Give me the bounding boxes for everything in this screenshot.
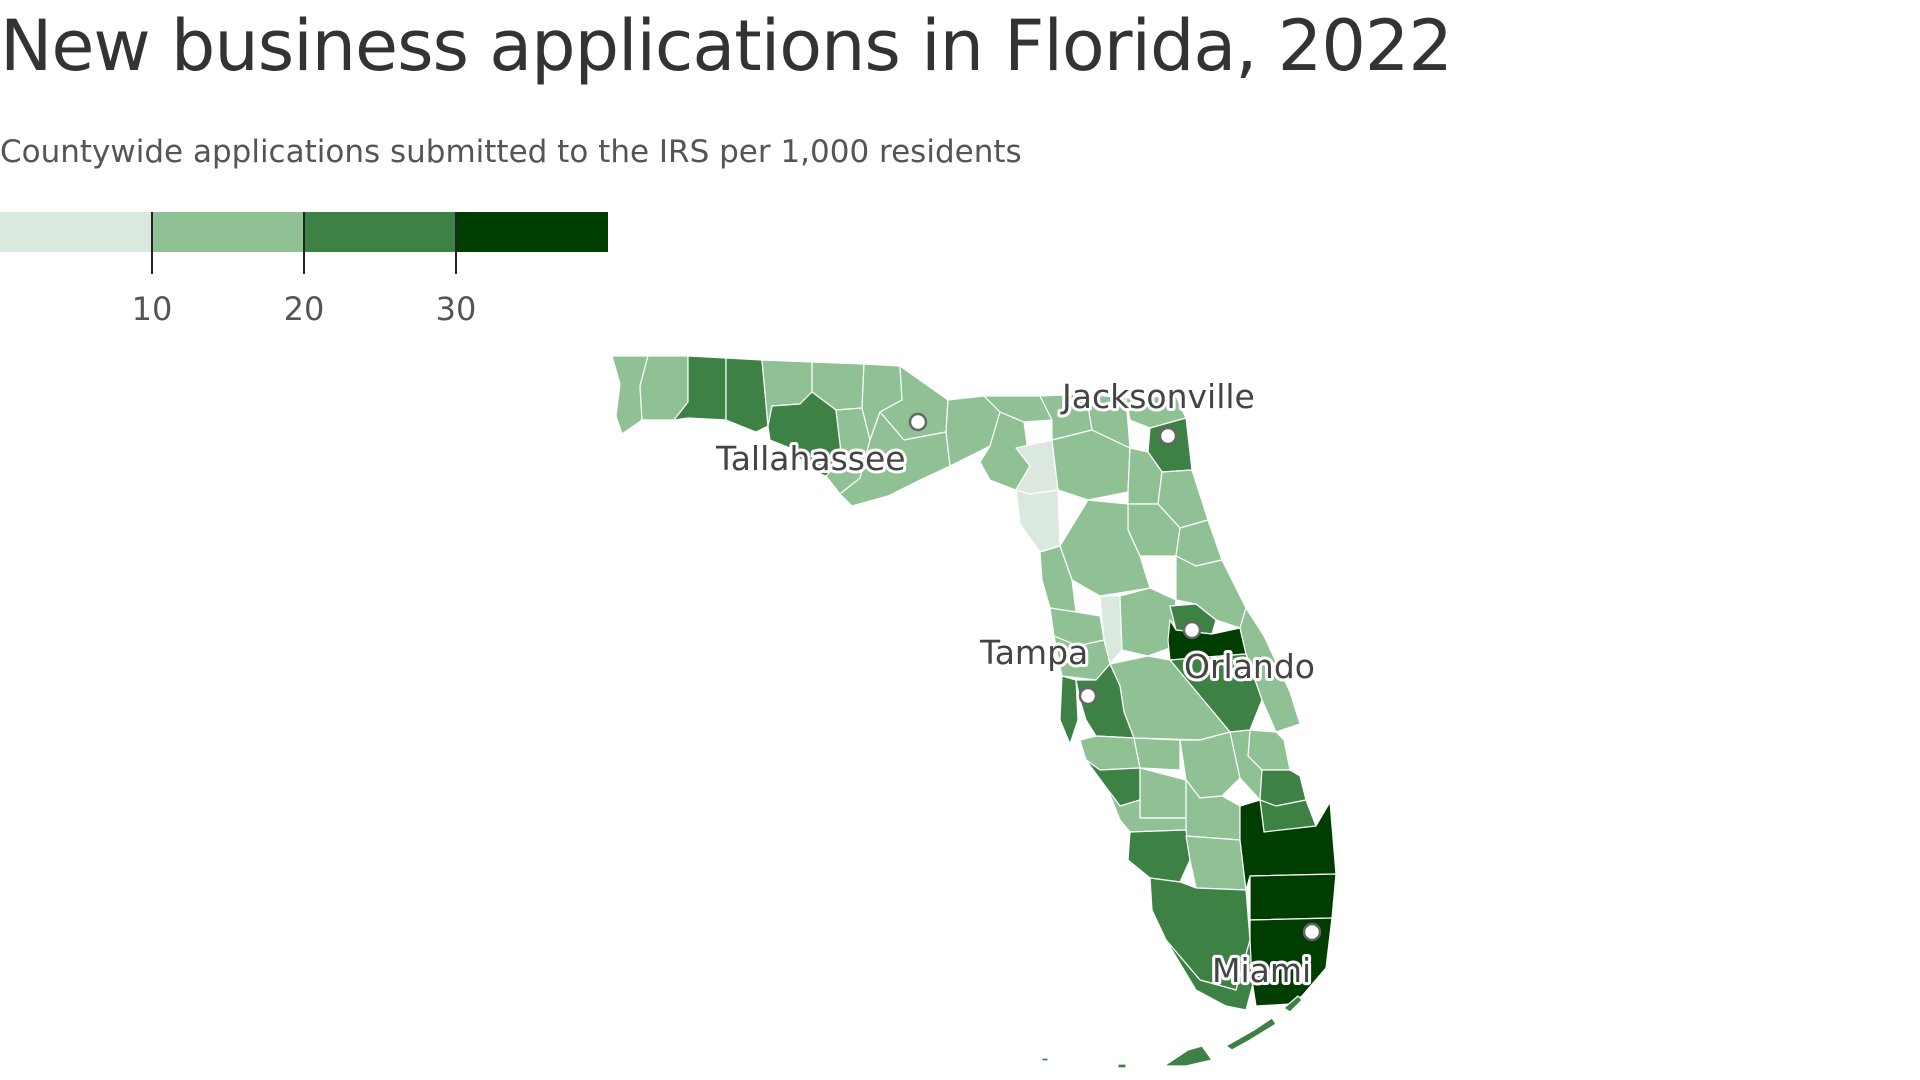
county-wakulla-franklin xyxy=(839,411,951,507)
city-marker-jacksonville xyxy=(1158,426,1178,446)
county-hendry xyxy=(1185,835,1247,891)
color-legend: 10 20 30 xyxy=(0,212,608,328)
county-lee xyxy=(1127,829,1191,883)
city-marker-orlando xyxy=(1182,620,1202,640)
city-label-tallahassee: Tallahassee xyxy=(715,439,906,478)
legend-tick-label-30: 30 xyxy=(436,290,477,328)
county-levy xyxy=(1015,489,1061,553)
city-marker-miami xyxy=(1302,922,1322,942)
city-label-jacksonville: Jacksonville xyxy=(1060,377,1255,416)
county-hillsborough xyxy=(1075,663,1135,739)
county-hamilton-suwannee xyxy=(983,395,1053,423)
county-hardee xyxy=(1133,737,1181,771)
legend-bin-30-40 xyxy=(456,212,608,252)
city-marker-tampa xyxy=(1078,686,1098,706)
legend-bin-10-20 xyxy=(152,212,304,252)
county-walton xyxy=(725,357,769,433)
legend-bin-20-30 xyxy=(304,212,456,252)
county-desoto xyxy=(1139,767,1187,819)
county-seminole xyxy=(1169,603,1217,635)
chart-title: New business applications in Florida, 20… xyxy=(0,5,1453,87)
county-monroe-keys xyxy=(1163,995,1303,1067)
county-charlotte xyxy=(1107,789,1187,833)
county-st-lucie xyxy=(1259,769,1307,807)
city-label-tampa: Tampa xyxy=(979,633,1088,672)
city-label-miami: Miami xyxy=(1212,951,1311,990)
legend-tick-label-10: 10 xyxy=(132,290,173,328)
county-dry-tortugas xyxy=(1041,1057,1049,1062)
county-palm-beach xyxy=(1239,799,1337,891)
legend-tick-label-20: 20 xyxy=(284,290,325,328)
county-broward xyxy=(1249,873,1337,921)
legend-bin-0-10 xyxy=(0,212,152,252)
chart-subtitle: Countywide applications submitted to the… xyxy=(0,134,1022,170)
county-marion xyxy=(1059,499,1151,597)
county-key-west xyxy=(1117,1063,1127,1069)
county-lake xyxy=(1119,587,1177,657)
city-marker-tallahassee xyxy=(908,412,928,432)
city-label-orlando: Orlando xyxy=(1184,647,1315,686)
county-pinellas xyxy=(1059,675,1079,745)
